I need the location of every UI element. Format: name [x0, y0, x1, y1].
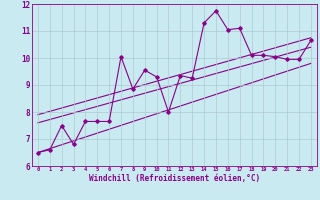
X-axis label: Windchill (Refroidissement éolien,°C): Windchill (Refroidissement éolien,°C): [89, 174, 260, 183]
